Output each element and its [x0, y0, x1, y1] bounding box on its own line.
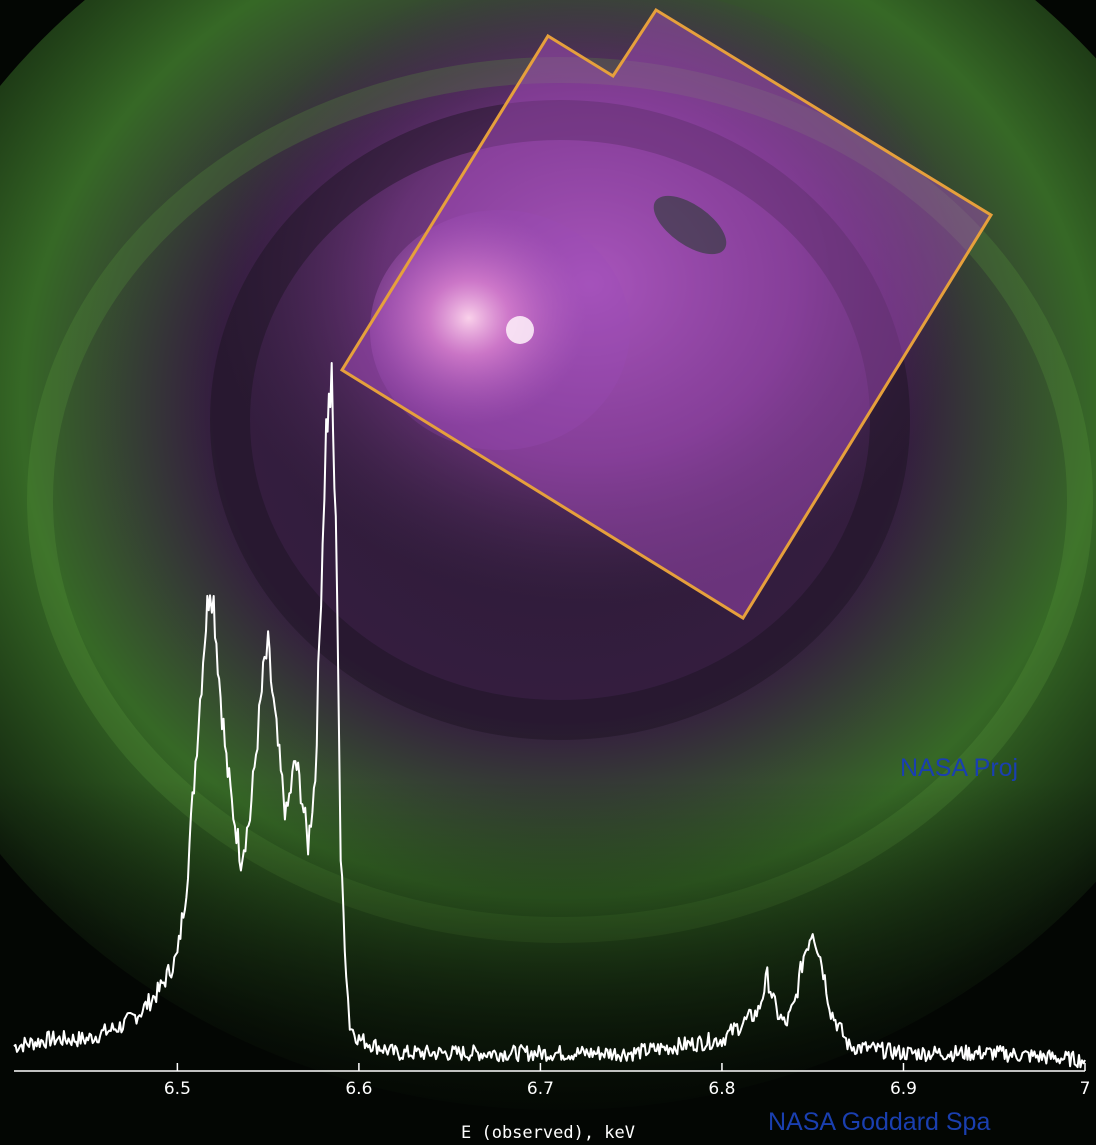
spectrum-series-line: [13, 362, 1086, 1069]
spectrum-chart: 6.5 6.6 6.7 6.8 6.9 7 E (observed), keV: [13, 362, 1091, 1143]
x-tick-label: 7: [1080, 1079, 1091, 1099]
x-tick-label: 6.8: [708, 1079, 735, 1099]
credit-text-2: NASA Goddard Spa: [768, 1108, 991, 1136]
inset-cavity: [653, 195, 727, 255]
x-tick-label: 6.5: [164, 1079, 191, 1099]
x-axis-label: E (observed), keV: [461, 1123, 635, 1143]
inset-core: [370, 210, 630, 450]
x-tick-label: 6.9: [890, 1079, 917, 1099]
inset-fill: [342, 10, 991, 618]
inset-nucleus: [506, 316, 534, 344]
inset-border: [339, 7, 994, 621]
credit-text-1: NASA Proj: [900, 754, 1019, 782]
x-tick-label: 6.6: [345, 1079, 372, 1099]
x-tick-label: 6.7: [527, 1079, 554, 1099]
x-ticks: 6.5 6.6 6.7 6.8 6.9 7: [164, 1063, 1091, 1099]
dark-ring: [210, 100, 910, 740]
inset-field: [339, 7, 994, 621]
bottom-fade: [0, 780, 1096, 1145]
